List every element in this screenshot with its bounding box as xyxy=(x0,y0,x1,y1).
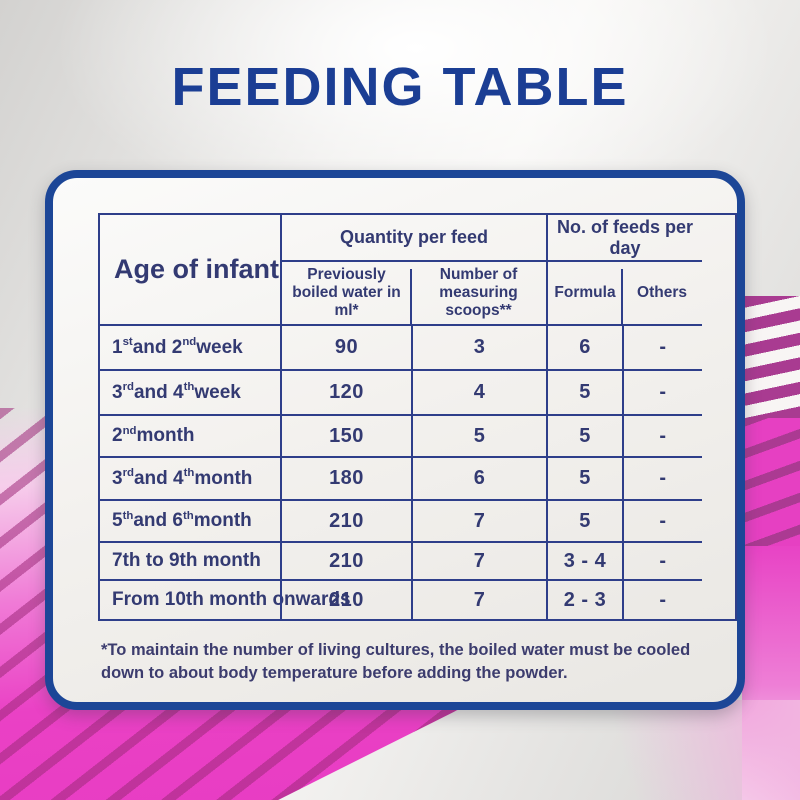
sub-header-formula: Formula xyxy=(546,260,622,324)
row-scoops-value: 3 xyxy=(411,324,546,369)
row-water-value: 120 xyxy=(280,369,411,414)
row-scoops-value: 7 xyxy=(411,541,546,579)
column-header-age-of-infant: Age of infant xyxy=(114,254,279,284)
feeding-table: Age of infant Quantity per feed No. of f… xyxy=(98,213,737,621)
sub-header-measuring-scoops: Number of measuring scoops** xyxy=(410,260,546,324)
row-others-value: - xyxy=(622,579,702,619)
page-title: FEEDING TABLE xyxy=(171,57,629,117)
row-scoops-value: 6 xyxy=(411,456,546,499)
row-water-value: 210 xyxy=(280,499,411,541)
row-others-value: - xyxy=(622,414,702,456)
row-scoops-value: 7 xyxy=(411,579,546,619)
row-formula-value: 5 xyxy=(546,456,622,499)
row-scoops-value: 4 xyxy=(411,369,546,414)
row-others-value: - xyxy=(622,324,702,369)
row-water-value: 90 xyxy=(280,324,411,369)
row-formula-value: 6 xyxy=(546,324,622,369)
row-water-value: 180 xyxy=(280,456,411,499)
pink-white-stripes-band xyxy=(742,296,800,418)
sub-header-boiled-water: Previously boiled water in ml* xyxy=(280,260,411,324)
row-scoops-value: 5 xyxy=(411,414,546,456)
row-others-value: - xyxy=(622,369,702,414)
row-water-value: 210 xyxy=(280,579,411,619)
pink-dark-stripes-band xyxy=(742,418,800,546)
bottom-right-pink-tint xyxy=(570,700,800,800)
row-others-value: - xyxy=(622,541,702,579)
row-formula-value: 3 - 4 xyxy=(546,541,622,579)
row-others-value: - xyxy=(622,499,702,541)
sub-header-others: Others xyxy=(621,260,702,324)
row-water-value: 210 xyxy=(280,541,411,579)
row-formula-value: 5 xyxy=(546,414,622,456)
feeding-table-panel: Age of infant Quantity per feed No. of f… xyxy=(45,170,745,710)
row-water-value: 150 xyxy=(280,414,411,456)
row-formula-value: 5 xyxy=(546,499,622,541)
row-others-value: - xyxy=(622,456,702,499)
footnote: *To maintain the number of living cultur… xyxy=(101,641,691,683)
row-formula-value: 5 xyxy=(546,369,622,414)
row-age-label: 7th to 9th month xyxy=(100,541,280,579)
group-header-feeds-per-day: No. of feeds per day xyxy=(546,215,702,260)
row-age-label: From 10th month onwards xyxy=(100,579,351,619)
row-scoops-value: 7 xyxy=(411,499,546,541)
row-formula-value: 2 - 3 xyxy=(546,579,622,619)
group-header-quantity-per-feed: Quantity per feed xyxy=(280,215,546,260)
